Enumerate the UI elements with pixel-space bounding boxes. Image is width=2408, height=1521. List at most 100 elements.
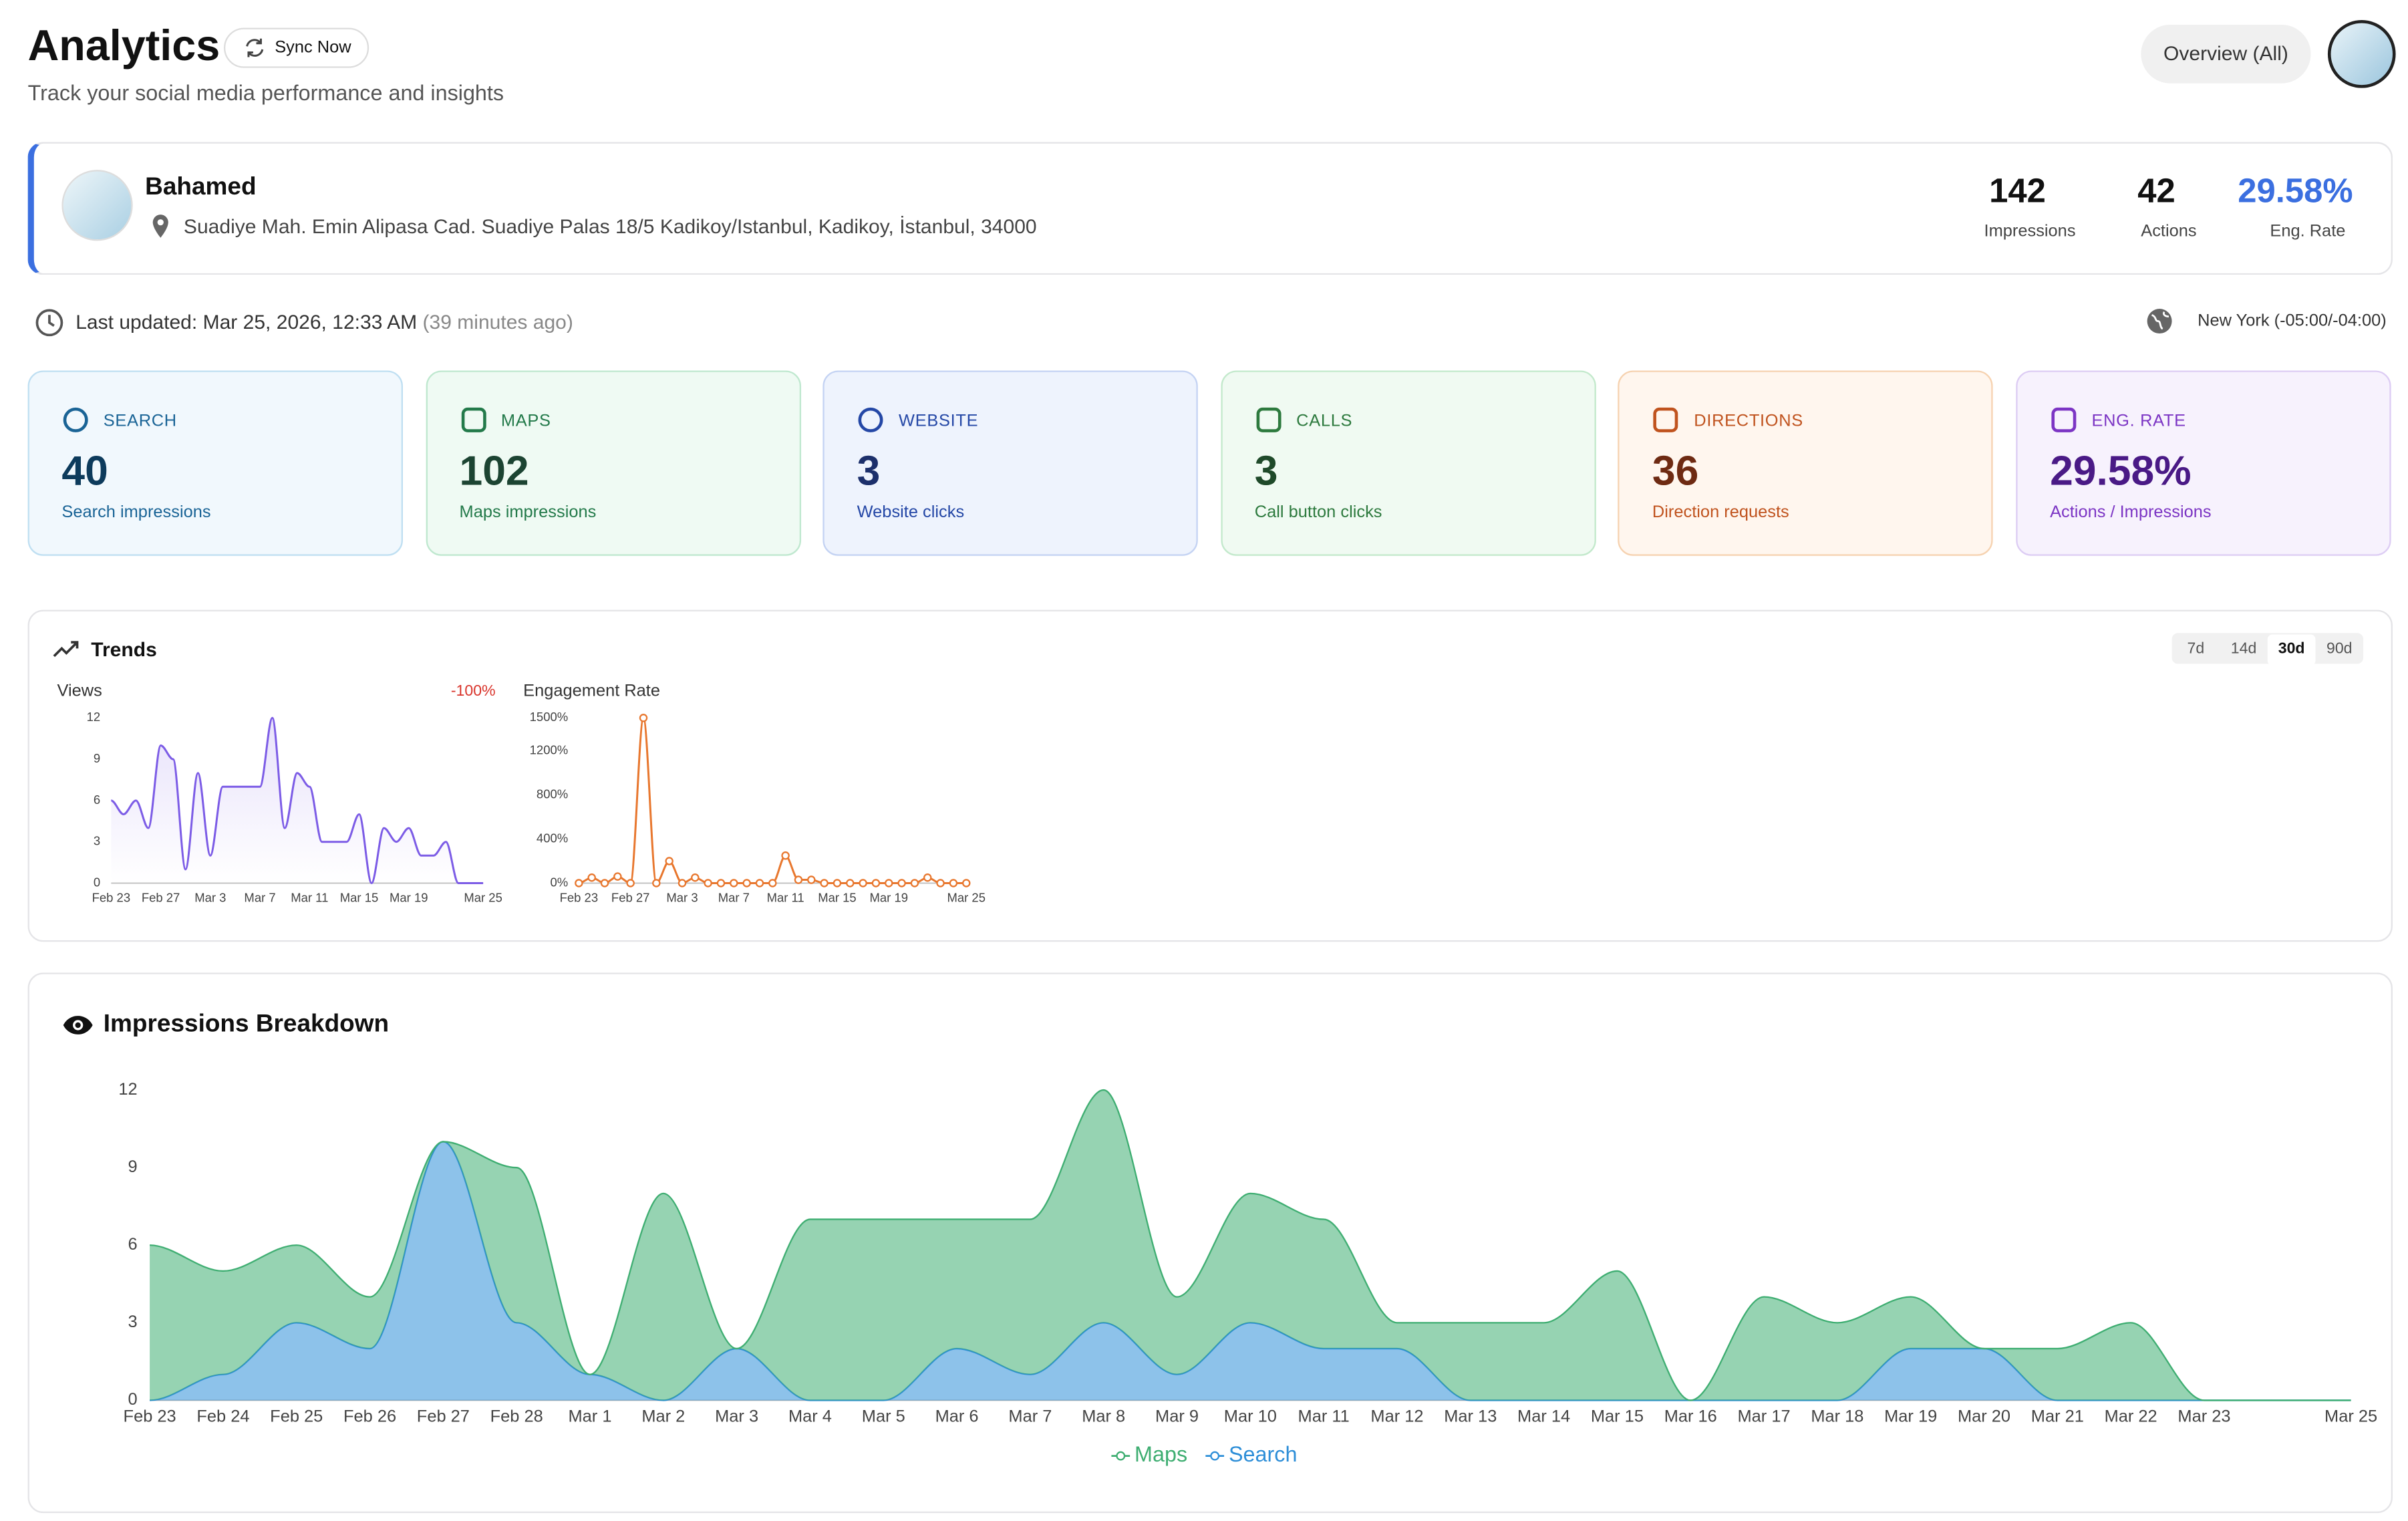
range-button[interactable]: 14d — [2230, 640, 2257, 658]
card-value: 40 — [61, 447, 108, 495]
point — [691, 873, 700, 882]
x-tick-label: Feb 23 — [124, 1407, 176, 1426]
point — [716, 879, 726, 887]
range-button[interactable]: 90d — [2326, 640, 2353, 658]
point — [871, 879, 881, 887]
point — [923, 873, 932, 882]
line — [579, 716, 967, 884]
y-tick-label: 400% — [537, 831, 568, 845]
x-tick-label: Mar 18 — [1811, 1407, 1863, 1426]
point — [807, 875, 816, 884]
views-chart: Views -100% 0 3 6 9 12 Feb 23 Feb 27 Mar 3 Mar 7 Ma… — [57, 682, 502, 905]
y-tick-label: 12 — [87, 710, 101, 724]
x-tick-label: Mar 25 — [2324, 1407, 2377, 1426]
point — [768, 879, 777, 887]
card-value: 3 — [857, 447, 881, 495]
point — [575, 879, 583, 887]
card-caption: Search impressions — [61, 503, 211, 522]
y-tick-label: 9 — [128, 1157, 137, 1176]
impressions-title: Impressions Breakdown — [103, 1011, 390, 1038]
point — [781, 851, 790, 860]
icon-shape — [1256, 407, 1282, 432]
x-tick-label: Feb 27 — [142, 890, 180, 904]
icon-shape — [460, 407, 486, 432]
x-tick-label: Mar 15 — [340, 890, 378, 904]
eye-icon — [63, 1016, 93, 1034]
trends-card — [27, 609, 2393, 942]
card-icon — [858, 407, 883, 432]
user-avatar[interactable] — [2327, 20, 2396, 88]
point — [678, 879, 687, 887]
x-tick-label: Mar 10 — [1224, 1407, 1277, 1426]
annotation: -100% — [451, 682, 496, 699]
metric-card: MAPS 102 Maps impressions — [425, 370, 801, 556]
x-tick-label: Mar 20 — [1958, 1407, 2010, 1426]
point — [742, 879, 751, 887]
point — [846, 879, 855, 887]
business-address: Suadiye Mah. Emin Alipasa Cad. Suadiye P… — [183, 215, 1037, 238]
card-caption: Website clicks — [857, 503, 965, 522]
metric-card: SEARCH 40 Search impressions — [27, 370, 403, 556]
area-line — [150, 1089, 2351, 1401]
point — [652, 879, 661, 887]
card-icon — [63, 407, 88, 432]
x-tick-label: Mar 21 — [2031, 1407, 2084, 1426]
point — [704, 879, 712, 887]
page-title: Analytics — [27, 21, 220, 70]
point — [626, 879, 635, 887]
x-tick-label: Mar 23 — [2177, 1407, 2230, 1426]
card-caption: Direction requests — [1652, 503, 1789, 522]
x-tick-label: Feb 24 — [196, 1407, 249, 1426]
stat-label: Eng. Rate — [2270, 222, 2346, 241]
icon-shape — [2051, 407, 2077, 432]
view-selector[interactable]: Overview (All) — [2141, 24, 2311, 84]
timezone: New York (-05:00/-04:00) — [2198, 311, 2387, 331]
card-caption: Maps impressions — [459, 503, 597, 522]
point — [949, 879, 958, 887]
point — [730, 879, 738, 887]
trend-icon — [53, 641, 79, 658]
x-tick-label: Mar 15 — [818, 890, 856, 904]
sync-icon — [246, 38, 264, 57]
x-tick-label: Mar 3 — [666, 890, 698, 904]
x-tick-label: Feb 23 — [92, 890, 131, 904]
x-tick-label: Mar 19 — [1884, 1407, 1937, 1426]
stat-value: 42 — [2137, 171, 2175, 211]
card-label: MAPS — [500, 412, 551, 431]
range-selector: 7d 14d 30d 90d — [2171, 633, 2364, 666]
area — [150, 1141, 2351, 1401]
icon-shape — [1654, 407, 1679, 432]
card-value: 3 — [1254, 447, 1278, 495]
x-tick-label: Mar 3 — [194, 890, 226, 904]
range-button[interactable]: 30d — [2267, 634, 2316, 666]
point — [885, 879, 893, 887]
x-tick-label: Mar 25 — [947, 890, 986, 904]
x-tick-label: Feb 28 — [490, 1407, 543, 1426]
point — [833, 879, 842, 887]
range-button[interactable]: 7d — [2187, 640, 2205, 658]
impressions-chart: 0 3 6 9 12 Feb 23 Feb 24 Feb 25 Feb 26 Feb 27 Feb … — [118, 1080, 2377, 1466]
point — [794, 875, 803, 884]
point — [962, 879, 971, 887]
card-value: 102 — [459, 447, 529, 495]
x-tick-label: Mar 5 — [862, 1407, 905, 1426]
icon-shape — [858, 407, 883, 432]
y-tick-label: 1200% — [530, 743, 569, 757]
line-area — [111, 718, 484, 883]
point — [587, 873, 596, 882]
icon-shape — [63, 407, 88, 432]
card-label: DIRECTIONS — [1694, 412, 1803, 431]
x-tick-label: Mar 3 — [715, 1407, 758, 1426]
pin-icon — [152, 215, 168, 238]
updated-text: Last updated: Mar 25, 2026, 12:33 AM — [76, 310, 418, 334]
card-icon — [1654, 407, 1679, 432]
point — [936, 879, 945, 887]
sync-button[interactable]: Sync Now — [223, 27, 369, 68]
line — [110, 716, 484, 884]
subtitle: Track your social media performance and … — [27, 80, 504, 106]
y-tick-label: 9 — [94, 751, 100, 765]
point — [820, 879, 829, 887]
stat-label: Actions — [2141, 222, 2197, 241]
x-tick-label: Mar 7 — [1008, 1407, 1052, 1426]
point — [910, 879, 919, 887]
